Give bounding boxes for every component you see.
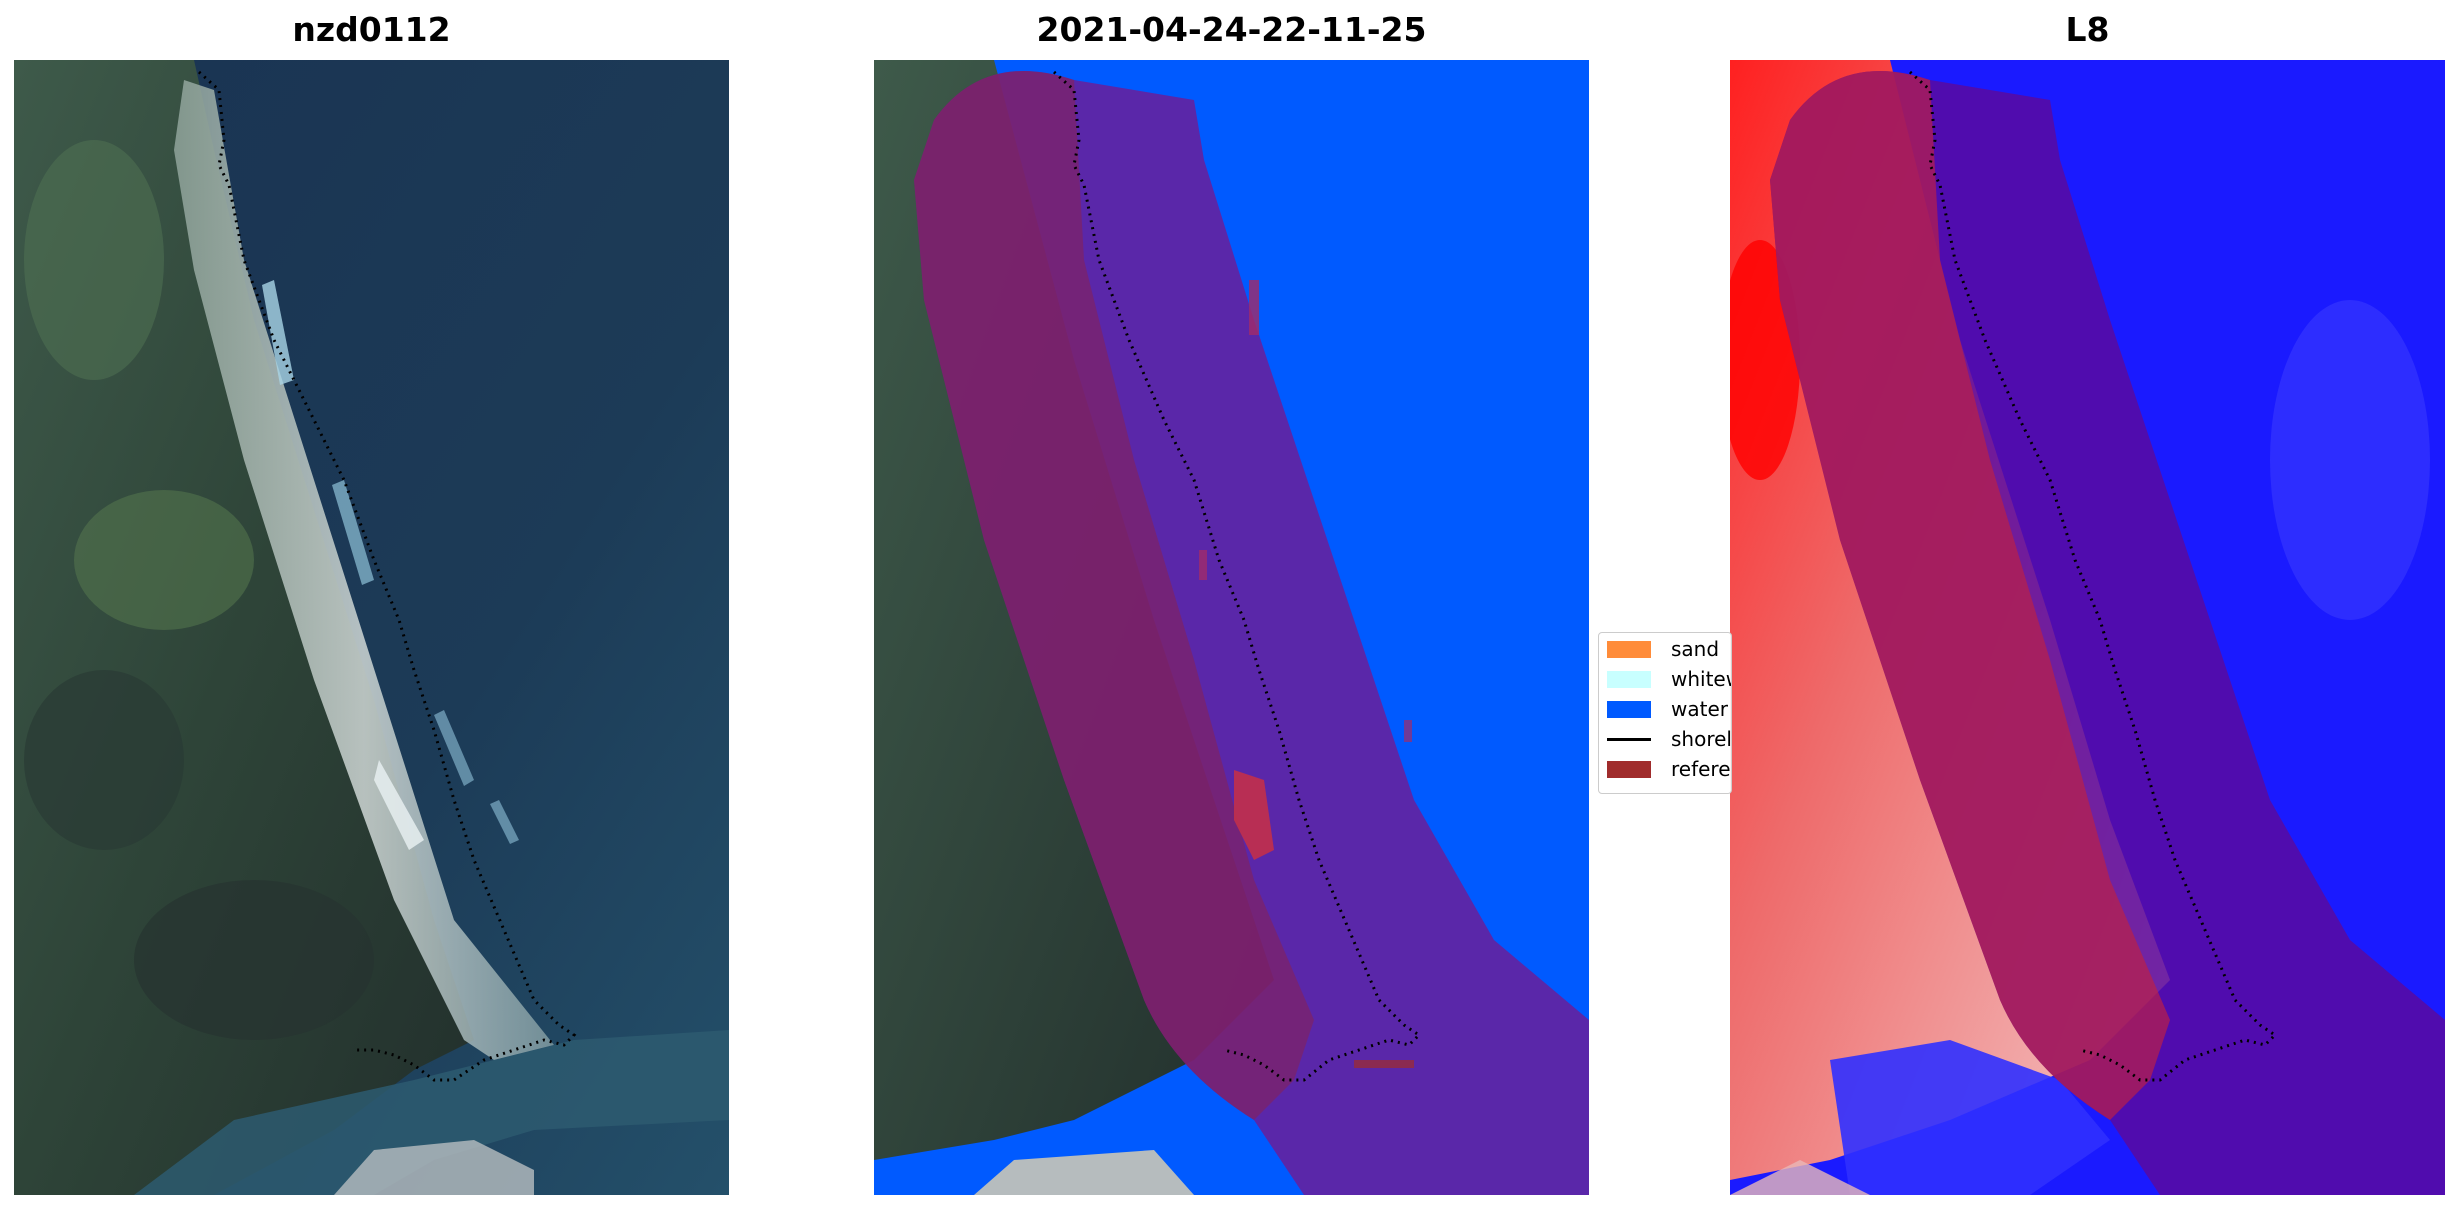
water-swatch bbox=[1607, 701, 1651, 718]
sand-swatch bbox=[1607, 641, 1651, 658]
rgb-image-panel bbox=[14, 60, 729, 1195]
legend-label: water bbox=[1671, 697, 1728, 721]
legend-label: sand bbox=[1671, 637, 1720, 661]
classified-image bbox=[874, 60, 1589, 1195]
shoreline-line-swatch bbox=[1607, 738, 1651, 741]
legend-label: reference shoreline bbox=[1671, 757, 1731, 781]
index-image bbox=[1730, 60, 2445, 1195]
reference-swatch bbox=[1607, 761, 1651, 778]
classification-panel bbox=[874, 60, 1589, 1195]
index-panel bbox=[1730, 60, 2445, 1195]
panel-title-classification: 2021-04-24-22-11-25 bbox=[1036, 10, 1427, 49]
legend-label: shoreline bbox=[1671, 727, 1732, 751]
rgb-satellite-image bbox=[14, 60, 729, 1195]
panel-title-rgb: nzd0112 bbox=[292, 10, 451, 49]
panel-title-index: L8 bbox=[2065, 10, 2110, 49]
whitewater-swatch bbox=[1607, 671, 1651, 688]
